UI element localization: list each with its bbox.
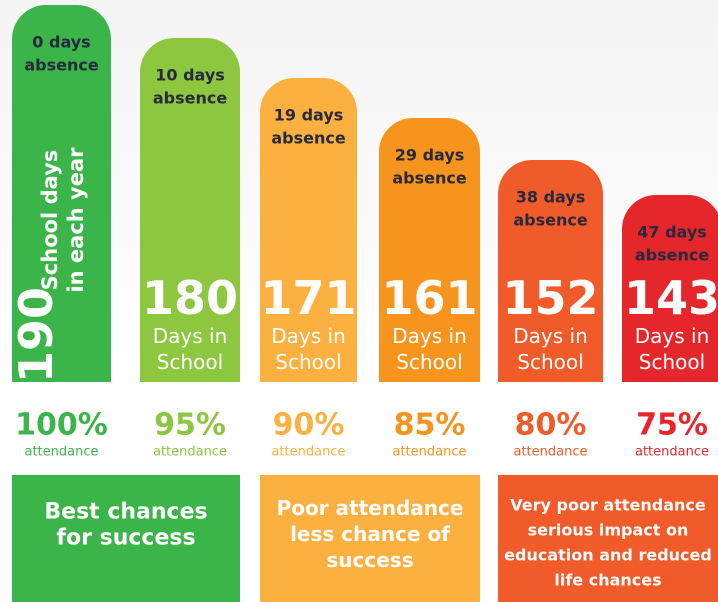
absence-label: absence — [635, 246, 709, 265]
attendance-label: attendance — [271, 445, 345, 460]
infographic: 0 days absence 190School daysin each year 1… — [0, 0, 718, 602]
attendance-label: attendance — [513, 445, 587, 460]
absence-label: absence — [513, 211, 587, 230]
message-text: Very poor attendance — [510, 496, 705, 515]
days-number: 171 — [260, 271, 356, 325]
days-label: School — [396, 350, 462, 374]
days-number: 161 — [381, 271, 477, 325]
attendance-label: attendance — [24, 445, 98, 460]
message-text: for success — [56, 526, 195, 551]
absence-label: absence — [271, 129, 345, 148]
percent: 85% — [394, 408, 466, 443]
percent: 75% — [636, 408, 708, 443]
message-text: Poor attendance — [277, 496, 464, 520]
absence-label: absence — [392, 169, 466, 188]
days-label: in each year — [64, 147, 88, 292]
days-label: Days in — [271, 324, 346, 348]
absence-label: 29 days — [395, 146, 465, 165]
days-label: School — [517, 350, 583, 374]
percent: 100% — [15, 408, 108, 443]
days-label: Days in — [513, 324, 588, 348]
message-text: education and reduced — [504, 546, 712, 565]
days-label: School days — [38, 150, 62, 291]
attendance-label: attendance — [635, 445, 709, 460]
absence-label: absence — [153, 89, 227, 108]
absence-label: 0 days — [32, 33, 90, 52]
absence-label: 38 days — [516, 188, 586, 207]
absence-label: 47 days — [637, 223, 707, 242]
message-text: life chances — [554, 571, 661, 590]
percent: 95% — [154, 408, 226, 443]
percent: 90% — [273, 408, 345, 443]
absence-label: absence — [24, 56, 98, 75]
attendance-label: attendance — [153, 445, 227, 460]
message-text: serious impact on — [528, 521, 689, 540]
days-number: 180 — [142, 271, 238, 325]
days-label: School — [639, 350, 705, 374]
absence-label: 10 days — [155, 66, 225, 85]
days-number: 152 — [502, 271, 598, 325]
percent: 80% — [515, 408, 587, 443]
days-label: School — [275, 350, 341, 374]
message-text: success — [326, 548, 413, 572]
days-label: Days in — [392, 324, 467, 348]
message-text: Best chances — [44, 500, 207, 525]
days-label: School — [157, 350, 223, 374]
days-number: 190 — [9, 287, 63, 383]
days-number: 143 — [624, 271, 718, 325]
absence-label: 19 days — [274, 106, 344, 125]
attendance-label: attendance — [392, 445, 466, 460]
days-label: Days in — [153, 324, 228, 348]
days-label: Days in — [635, 324, 710, 348]
message-text: less chance of — [290, 522, 450, 546]
